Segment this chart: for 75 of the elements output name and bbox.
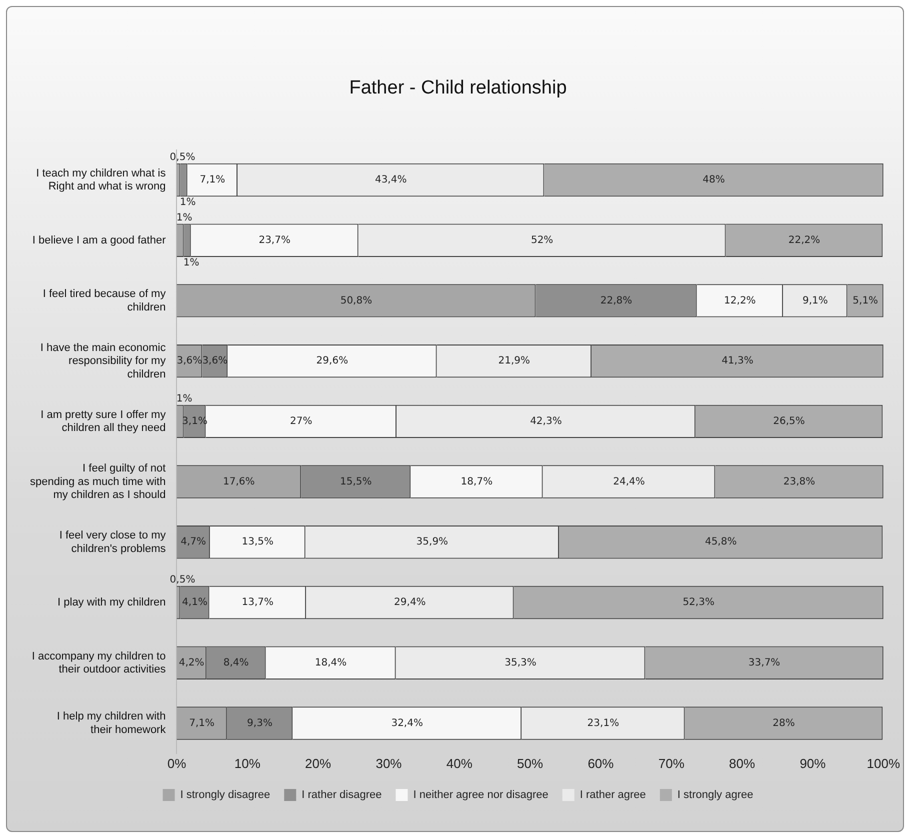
x-tick-label: 80% (729, 756, 756, 771)
data-label: 35,9% (416, 536, 448, 548)
legend-label: I strongly disagree (180, 789, 270, 802)
data-label: 48% (702, 174, 725, 186)
y-tick-label: I feel guilty of not spending as much time with my children as I should (30, 462, 166, 502)
legend-label: I rather disagree (302, 789, 382, 802)
legend-label: I rather agree (580, 789, 646, 802)
data-label: 3,6% (176, 356, 202, 367)
y-tick-label: I feel very close to my children's problems (59, 530, 166, 555)
x-tick-label: 20% (305, 756, 332, 771)
data-label: 22,8% (600, 295, 632, 306)
data-label: 13,7% (242, 597, 274, 608)
data-label: 23,8% (783, 476, 816, 488)
x-tick-label: 90% (800, 756, 826, 771)
legend-label: I strongly agree (677, 789, 754, 802)
x-tick-label: 10% (234, 756, 261, 771)
data-label: 35,3% (504, 657, 536, 668)
y-tick-label: I teach my children what is Right and what is wrong (36, 167, 166, 193)
y-tick-label: I am pretty sure I offer my children all they need (40, 408, 166, 434)
data-label: 23,1% (587, 718, 620, 729)
data-label: 50,8% (340, 295, 372, 306)
y-tick-label: I help my children with their homework (56, 710, 166, 736)
data-label: 1% (180, 197, 196, 208)
data-label: 8,4% (223, 657, 249, 668)
data-label: 33,7% (748, 657, 780, 668)
y-tick-label: I accompany my children to their outdoor activities (32, 650, 166, 676)
data-label: 4,1% (182, 597, 208, 608)
data-label: 7,1% (200, 174, 226, 186)
data-label: 9,1% (802, 295, 828, 306)
data-label: 26,5% (773, 416, 805, 428)
data-label: 21,9% (498, 356, 530, 367)
x-tick-label: 100% (866, 756, 900, 771)
data-label: 9,3% (247, 718, 272, 729)
x-tick-label: 0% (167, 756, 187, 771)
data-label: 28% (772, 718, 795, 729)
data-label: 45,8% (704, 536, 737, 548)
data-label: 17,6% (223, 476, 255, 488)
x-tick-label: 50% (517, 756, 544, 771)
x-tick-label: 40% (446, 756, 473, 771)
data-label: 1% (176, 393, 192, 404)
data-label: 1% (176, 212, 192, 224)
data-label: 4,7% (180, 536, 206, 548)
data-label: 0,5% (170, 574, 196, 586)
data-label: 27% (290, 416, 312, 428)
data-label: 22,2% (788, 234, 820, 246)
legend-label: I neither agree nor disagree (413, 789, 548, 802)
data-label: 18,7% (460, 476, 493, 488)
x-tick-label: 70% (658, 756, 685, 771)
data-label: 52,3% (682, 597, 714, 608)
data-label: 3,6% (202, 356, 228, 367)
data-label: 13,5% (242, 536, 274, 548)
data-label: 5,1% (852, 295, 878, 306)
x-tick-label: 30% (376, 756, 402, 771)
data-label: 4,2% (178, 657, 204, 668)
data-label: 24,4% (613, 476, 645, 488)
x-tick-label: 60% (588, 756, 614, 771)
data-label: 43,4% (374, 174, 407, 186)
data-label: 18,4% (314, 657, 347, 668)
y-tick-label: I feel tired because of my children (42, 288, 166, 314)
data-label: 1% (183, 258, 200, 269)
data-label: 15,5% (340, 476, 372, 488)
data-label: 41,3% (722, 356, 754, 367)
data-label: 29,4% (394, 597, 426, 608)
data-label: 42,3% (530, 416, 562, 428)
data-label: 7,1% (189, 718, 215, 729)
data-label: 32,4% (391, 718, 423, 729)
data-label: 23,7% (258, 234, 290, 246)
y-tick-label: I believe I am a good father (32, 234, 166, 246)
y-tick-label: I play with my children (58, 596, 166, 609)
y-tick-label: I have the main economic responsibility for my children (40, 342, 166, 380)
data-label: 29,6% (316, 356, 348, 367)
data-label: 52% (530, 234, 554, 246)
data-label: 12,2% (724, 295, 756, 306)
data-label: 0,5% (170, 152, 196, 163)
chart-title: Father - Child relationship (349, 78, 567, 99)
